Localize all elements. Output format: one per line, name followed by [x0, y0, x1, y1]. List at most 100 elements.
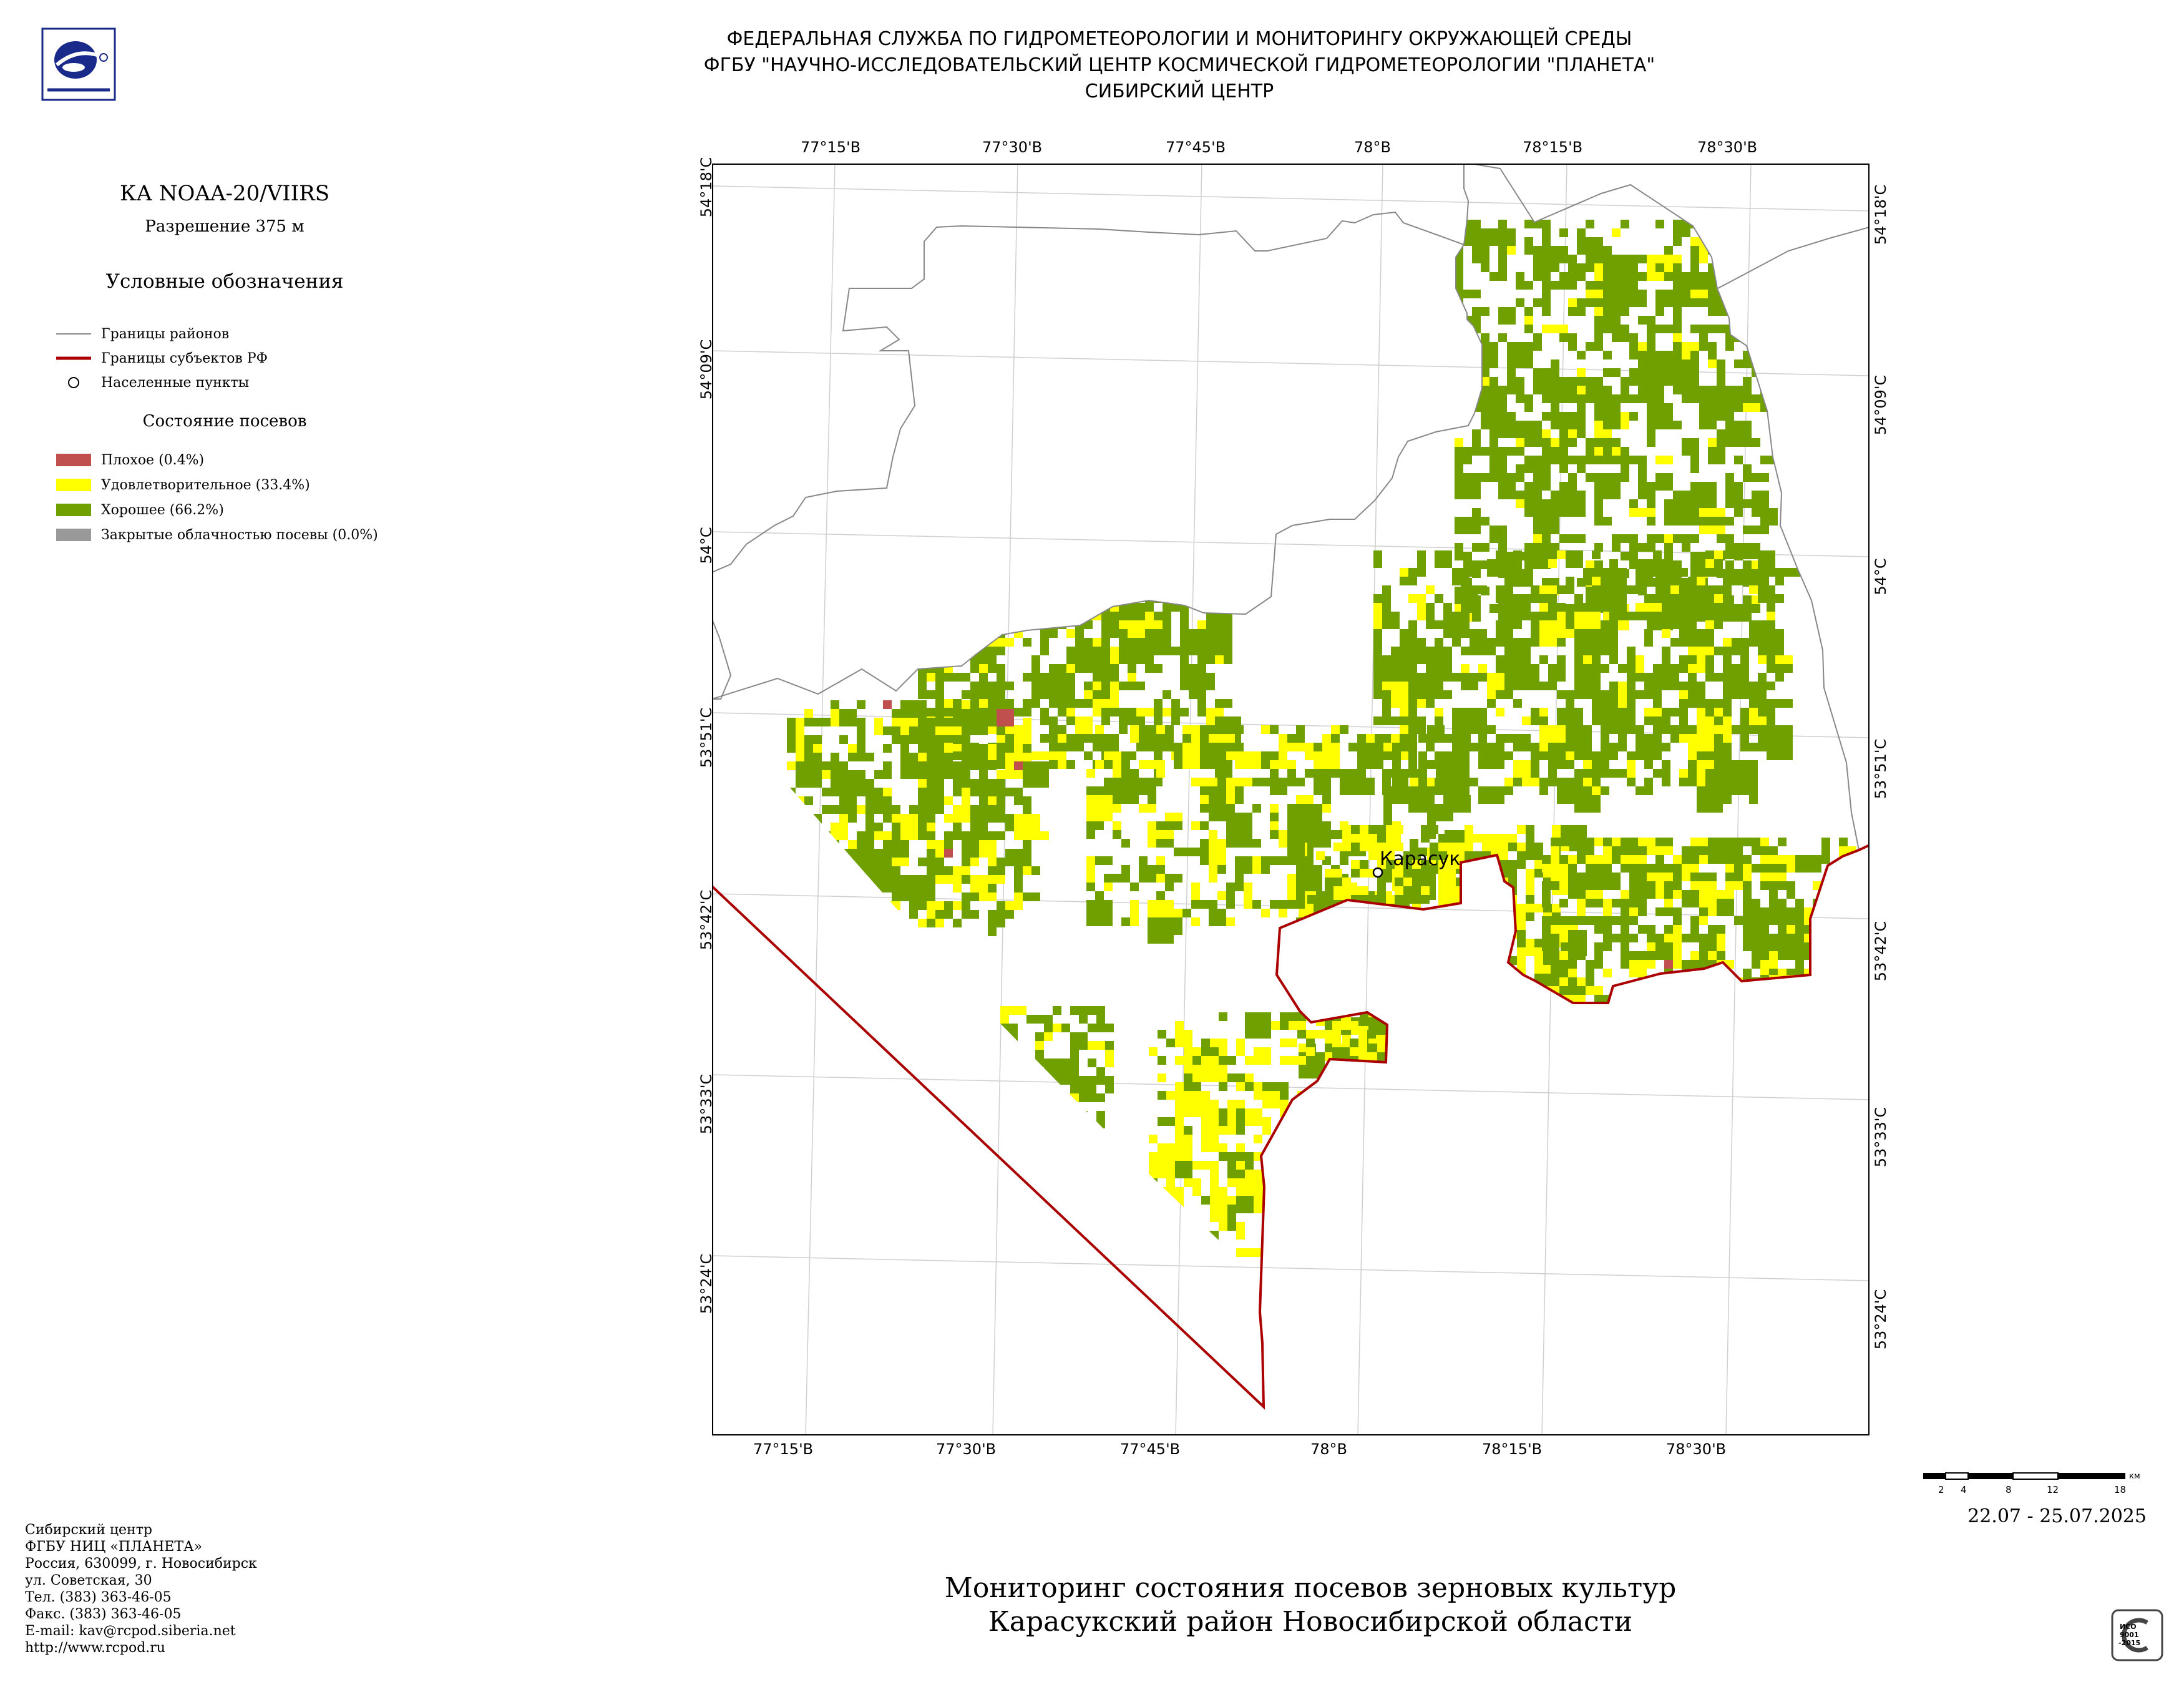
crop-pixel [1391, 655, 1408, 664]
crop-pixel [1040, 690, 1049, 699]
crop-pixel [1280, 1039, 1289, 1047]
crop-pixel [1653, 559, 1662, 568]
crop-pixel [1629, 412, 1638, 421]
contact-website: http://www.rcpod.ru [25, 1640, 165, 1656]
crop-pixel [1104, 786, 1113, 795]
town-karasuk: Карасук [1372, 848, 1460, 878]
crop-pixel [1568, 881, 1577, 890]
crop-pixel [1403, 878, 1412, 886]
crop-pixel [1679, 629, 1688, 638]
crop-pixel [1775, 577, 1784, 585]
crop-pixel [1752, 543, 1760, 552]
crop-pixel [1682, 272, 1690, 290]
crop-pixel [1760, 508, 1778, 526]
crop-pixel [1534, 869, 1543, 878]
crop-pixel [796, 718, 804, 744]
crop-pixel [1592, 594, 1601, 603]
crop-pixel [1566, 577, 1574, 585]
crop-pixel [831, 761, 839, 770]
crop-pixel [839, 805, 848, 814]
crop-pixel [1682, 491, 1699, 499]
crop-pixel [1551, 951, 1559, 960]
crop-pixel [1612, 394, 1621, 403]
lat-left-label: 54°09'С [698, 339, 715, 400]
crop-pixel [1487, 647, 1496, 655]
crop-pixel [962, 910, 979, 919]
crop-pixel [1627, 673, 1636, 682]
crop-pixel [1105, 1050, 1114, 1067]
crop-pixel [1417, 690, 1426, 699]
legend-crop-satisfactory: Удовлетворительное (33.4%) [56, 476, 310, 494]
crop-pixel [1391, 612, 1400, 620]
crop-pixel [1516, 377, 1524, 386]
crop-pixel [1522, 716, 1531, 725]
crop-pixel [979, 673, 988, 682]
crop-pixel [1647, 316, 1655, 325]
crop-pixel [1548, 559, 1557, 568]
legend-district-boundaries: Границы районов [56, 325, 229, 343]
crop-pixel [1340, 725, 1348, 734]
crop-pixel [1121, 839, 1130, 848]
crop-pixel [1113, 821, 1121, 830]
crop-pixel [1647, 325, 1664, 333]
crop-pixel [1496, 568, 1504, 577]
crop-pixel [1618, 769, 1627, 778]
crop-pixel [1498, 246, 1507, 255]
crop-pixel [1391, 734, 1400, 743]
crop-pixel [892, 849, 909, 858]
crop-pixel [1373, 603, 1382, 629]
crop-pixel [918, 700, 927, 709]
resolution-label: Разрешение 375 м [145, 217, 305, 236]
crop-pixel [1236, 1248, 1245, 1257]
crop-pixel [1516, 464, 1542, 473]
crop-pixel [1443, 559, 1452, 568]
crop-pixel [1743, 838, 1760, 846]
crop-pixel [1767, 682, 1775, 690]
crop-pixel [1740, 786, 1749, 795]
crop-pixel [1524, 246, 1533, 255]
crop-pixel [1481, 473, 1489, 482]
crop-pixel [962, 831, 970, 840]
crop-pixel [1487, 699, 1496, 708]
crop-pixel [1638, 925, 1647, 934]
crop-pixel [1219, 1082, 1227, 1091]
crop-pixel [1236, 1039, 1245, 1056]
crop-pixel [1136, 603, 1154, 612]
crop-pixel [1171, 699, 1180, 725]
crop-pixel [1014, 858, 1023, 866]
crop-pixel [1717, 951, 1725, 960]
crop-pixel [1086, 883, 1095, 891]
crop-pixel [1647, 925, 1655, 934]
crop-pixel [1775, 647, 1784, 655]
contact-block: Сибирский центр ФГБУ НИЦ «ПЛАНЕТА» Росси… [25, 1522, 257, 1656]
crop-pixel [1592, 760, 1609, 769]
crop-pixel [1197, 708, 1206, 716]
crop-pixel [1586, 838, 1594, 846]
crop-pixel [1601, 734, 1609, 743]
crop-pixel [1682, 447, 1690, 456]
crop-pixel [1749, 743, 1758, 751]
crop-pixel [1559, 421, 1568, 429]
crop-pixel [1690, 325, 1699, 333]
crop-pixel [874, 831, 883, 840]
crop-pixel [1524, 316, 1533, 325]
crop-pixel [874, 718, 883, 735]
crop-pixel [1769, 899, 1787, 907]
crop-pixel [1743, 464, 1752, 473]
crop-pixel [1594, 377, 1603, 386]
crop-pixel [918, 858, 927, 866]
crop-pixel [1533, 499, 1542, 508]
crop-pixel [1559, 272, 1568, 281]
crop-pixel [1154, 716, 1163, 725]
crop-pixel [1542, 272, 1551, 298]
crop-pixel [1612, 272, 1621, 281]
crop-pixel [1516, 351, 1533, 368]
crop-pixel [1612, 838, 1621, 846]
crop-pixel [1586, 846, 1594, 855]
crop-pixel [1175, 1161, 1192, 1178]
crop-pixel [1113, 830, 1121, 839]
crop-pixel [1478, 638, 1487, 647]
crop-pixel [1664, 272, 1673, 281]
crop-pixel [1481, 246, 1489, 272]
crop-pixel [1280, 1056, 1306, 1065]
